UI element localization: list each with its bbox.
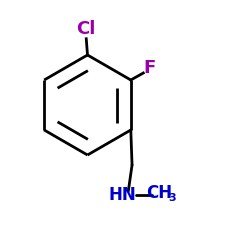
Text: Cl: Cl xyxy=(76,20,96,38)
Text: F: F xyxy=(144,59,156,77)
Text: CH: CH xyxy=(146,184,172,202)
Text: 3: 3 xyxy=(168,193,176,203)
Text: HN: HN xyxy=(108,186,136,204)
